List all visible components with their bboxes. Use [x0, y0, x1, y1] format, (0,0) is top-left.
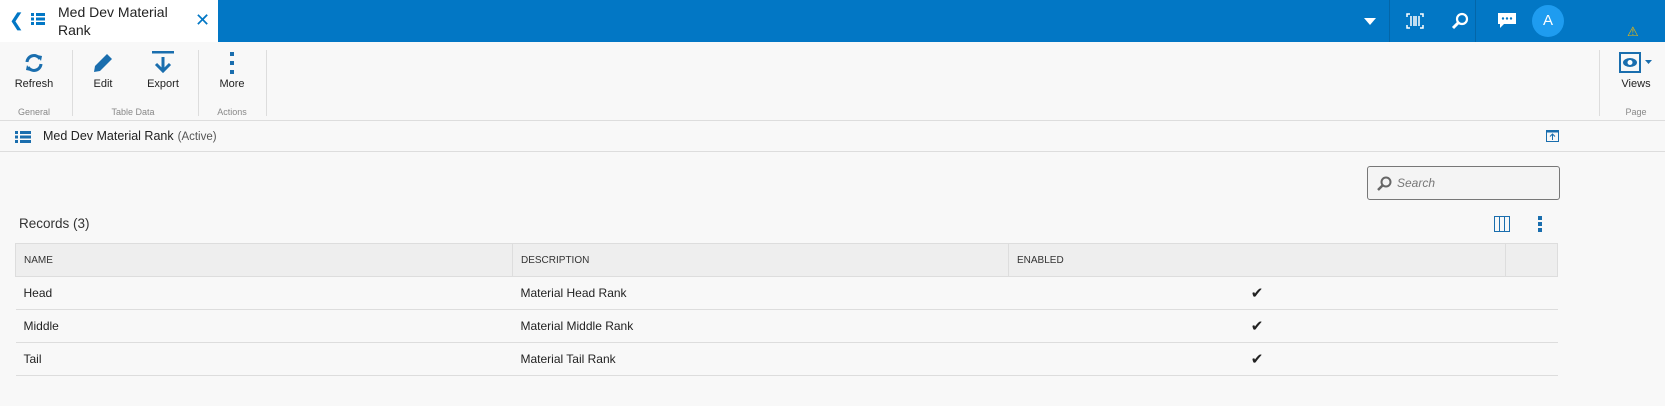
cell-name: Head	[15, 276, 513, 310]
warning-icon: ⚠	[1627, 24, 1639, 39]
export-button[interactable]: Export	[133, 48, 193, 90]
records-table: NAME DESCRIPTION ENABLED Head Material H…	[15, 243, 1558, 376]
refresh-button[interactable]: Refresh	[4, 48, 64, 90]
more-vertical-icon[interactable]	[1538, 216, 1542, 232]
group-general: General	[17, 107, 51, 117]
check-icon: ✔	[1008, 309, 1506, 343]
column-header-name[interactable]: NAME	[15, 243, 513, 277]
column-header-description[interactable]: DESCRIPTION	[512, 243, 1009, 277]
refresh-icon	[4, 48, 64, 78]
column-header-actions	[1505, 243, 1558, 277]
document-tab[interactable]: ❮ Med Dev Material Rank ✕	[0, 0, 218, 42]
export-icon	[133, 48, 193, 78]
collapse-icon[interactable]	[1546, 130, 1559, 142]
more-button[interactable]: More	[202, 48, 262, 90]
status-badge: (Active)	[177, 131, 217, 143]
more-label: More	[219, 78, 245, 90]
search-icon[interactable]	[1440, 0, 1480, 42]
export-label: Export	[147, 78, 179, 90]
views-button[interactable]: Views	[1611, 48, 1661, 90]
search-input[interactable]: Search	[1367, 166, 1560, 200]
cell-description: Material Tail Rank	[512, 342, 1009, 376]
list-icon	[31, 13, 45, 25]
records-count: Records (3)	[19, 216, 90, 231]
close-icon[interactable]: ✕	[195, 10, 211, 30]
search-placeholder: Search	[1397, 176, 1436, 190]
columns-icon[interactable]	[1494, 216, 1510, 232]
group-actions: Actions	[217, 107, 247, 117]
eye-icon	[1611, 48, 1661, 78]
tab-title: Med Dev Material Rank	[58, 4, 168, 38]
cell-description: Material Head Rank	[512, 276, 1009, 310]
check-icon: ✔	[1008, 342, 1506, 376]
cell-description: Material Middle Rank	[512, 309, 1009, 343]
chat-icon[interactable]	[1487, 0, 1527, 42]
top-bar: ❮ Med Dev Material Rank ✕ A ⚠	[0, 0, 1665, 42]
dropdown-caret-icon[interactable]	[1350, 0, 1390, 42]
table-header-row: NAME DESCRIPTION ENABLED	[15, 243, 1558, 277]
back-icon[interactable]: ❮	[9, 10, 25, 30]
table-row[interactable]: Tail Material Tail Rank ✔	[15, 342, 1558, 376]
table-row[interactable]: Head Material Head Rank ✔	[15, 276, 1558, 310]
check-icon: ✔	[1008, 276, 1506, 310]
edit-label: Edit	[93, 78, 113, 90]
edit-button[interactable]: Edit	[73, 48, 133, 90]
user-avatar[interactable]: A	[1532, 5, 1564, 37]
ribbon-toolbar: Refresh General Edit Export Table Data M…	[0, 42, 1665, 121]
refresh-label: Refresh	[14, 78, 54, 90]
column-header-enabled[interactable]: ENABLED	[1008, 243, 1506, 277]
barcode-scan-icon[interactable]	[1395, 0, 1435, 42]
more-vertical-icon	[202, 48, 262, 78]
group-page: Page	[1625, 107, 1647, 117]
search-icon	[1377, 176, 1392, 191]
list-icon	[15, 131, 31, 143]
breadcrumb: Med Dev Material Rank (Active)	[0, 121, 1665, 152]
cell-name: Tail	[15, 342, 513, 376]
page-title: Med Dev Material Rank	[43, 129, 174, 143]
pencil-icon	[73, 48, 133, 78]
group-table-data: Table Data	[111, 107, 155, 117]
cell-name: Middle	[15, 309, 513, 343]
table-row[interactable]: Middle Material Middle Rank ✔	[15, 309, 1558, 343]
views-label: Views	[1621, 78, 1651, 90]
